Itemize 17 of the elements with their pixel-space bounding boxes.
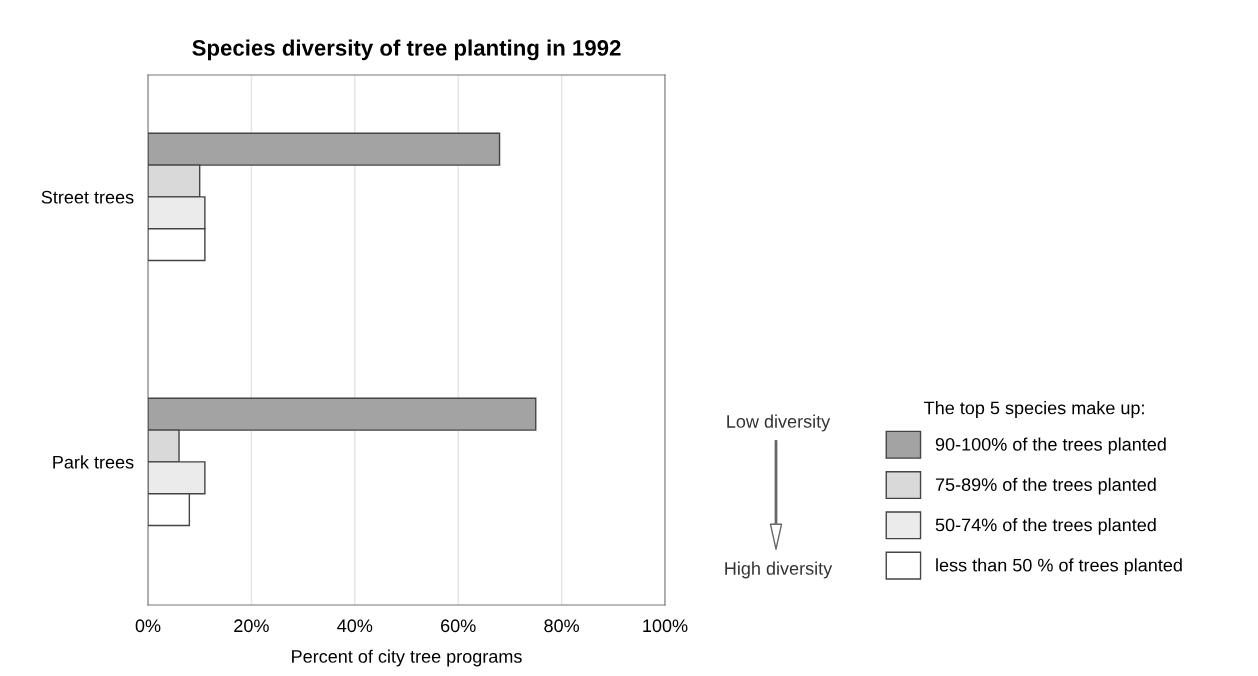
x-tick-label: 100%: [643, 619, 688, 633]
legend-label: 75-89% of the trees planted: [935, 477, 1156, 495]
x-tick-label: 40%: [337, 619, 373, 633]
legend-label: less than 50 % of trees planted: [936, 558, 1182, 576]
x-tick-label: 80%: [544, 619, 580, 633]
x-tick-label: 20%: [234, 619, 269, 633]
legend-label: 90-100% of the trees planted: [935, 437, 1166, 455]
chart-title: Species diversity of tree planting in 1992: [192, 39, 621, 61]
legend-title: The top 5 species make up:: [924, 401, 1144, 418]
x-tick-label: 60%: [441, 619, 476, 633]
legend-label: 50-74% of the trees planted: [935, 518, 1156, 535]
text: Low diversity: [727, 414, 831, 432]
x-tick-label: 0%: [135, 619, 161, 633]
y-tick-label: Street trees: [41, 190, 134, 204]
y-tick-label: Park trees: [53, 455, 134, 469]
x-axis-title: Percent of city tree programs: [292, 649, 522, 667]
text: High diversity: [725, 561, 833, 579]
